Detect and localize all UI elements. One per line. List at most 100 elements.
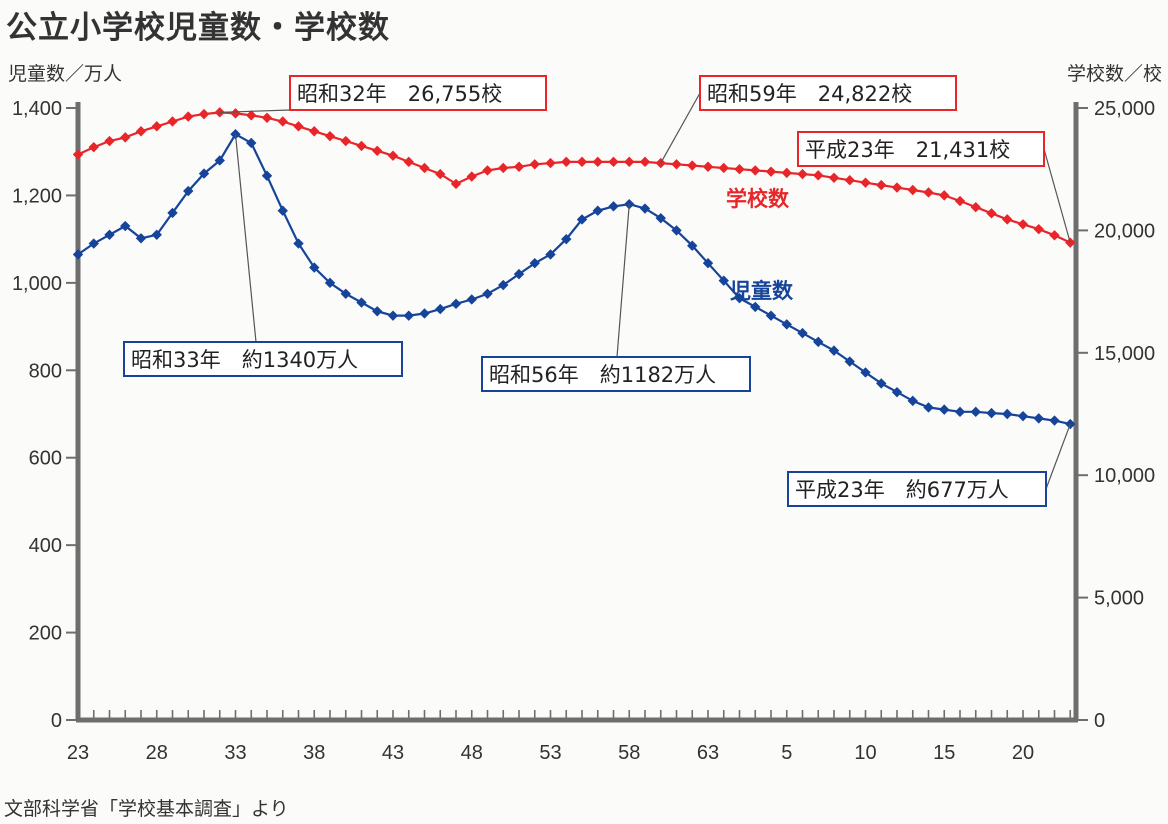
students-point bbox=[261, 170, 273, 181]
students-point bbox=[860, 367, 871, 378]
schools-point bbox=[876, 179, 887, 191]
schools-point bbox=[167, 116, 178, 127]
students-point bbox=[482, 288, 493, 299]
schools-point bbox=[387, 150, 399, 161]
schools-point bbox=[545, 157, 556, 169]
schools-point bbox=[907, 184, 918, 196]
schools-point bbox=[450, 178, 462, 190]
annotation-box bbox=[787, 471, 1047, 507]
schools-point bbox=[246, 110, 257, 121]
schools-point bbox=[734, 164, 745, 175]
schools-point bbox=[970, 201, 981, 213]
students-point bbox=[639, 203, 651, 214]
y-right-tick-label: 0 bbox=[1094, 710, 1105, 732]
students-point bbox=[655, 212, 666, 224]
y-left-tick-label: 400 bbox=[29, 535, 62, 557]
students-point bbox=[734, 292, 745, 304]
students-point bbox=[939, 404, 950, 415]
students-point bbox=[340, 288, 351, 299]
schools-point bbox=[765, 166, 777, 177]
schools-point bbox=[151, 121, 162, 132]
students-point bbox=[88, 238, 99, 249]
y-left-tick-label: 0 bbox=[51, 710, 62, 732]
schools-point bbox=[482, 165, 493, 176]
y-right-axis-label: 学校数／校 bbox=[1067, 63, 1162, 85]
y-left-tick-label: 1,400 bbox=[12, 98, 62, 120]
students-point bbox=[372, 306, 383, 317]
annotation-box bbox=[699, 75, 957, 111]
x-tick-label: 15 bbox=[933, 742, 955, 764]
annotation-label: 昭和59年 24,822校 bbox=[707, 82, 912, 106]
annotation: 平成23年 約677万人 bbox=[787, 423, 1071, 507]
schools-point bbox=[466, 171, 477, 182]
schools-point bbox=[529, 159, 540, 170]
students-point bbox=[198, 168, 210, 179]
schools-point bbox=[750, 165, 761, 176]
students-point bbox=[844, 356, 855, 367]
schools-point bbox=[498, 162, 509, 174]
schools-point bbox=[1049, 230, 1060, 241]
students-point bbox=[167, 207, 178, 219]
students-point bbox=[293, 238, 304, 249]
students-point bbox=[419, 308, 430, 319]
y-left-tick-label: 1,000 bbox=[12, 273, 62, 295]
annotation-label: 平成23年 21,431校 bbox=[805, 138, 1010, 162]
schools-point bbox=[1033, 223, 1044, 235]
schools-point bbox=[135, 126, 147, 137]
y-left-tick-label: 800 bbox=[29, 360, 62, 382]
students-point bbox=[671, 225, 682, 236]
students-point bbox=[466, 294, 477, 305]
x-tick-label: 23 bbox=[67, 742, 89, 764]
x-tick-label: 53 bbox=[539, 742, 561, 764]
schools-point bbox=[671, 159, 682, 170]
students-point bbox=[576, 214, 588, 225]
schools-point bbox=[356, 140, 367, 152]
x-tick-label: 48 bbox=[461, 742, 483, 764]
series-schools bbox=[72, 107, 1076, 248]
students-point bbox=[702, 257, 714, 269]
schools-point bbox=[340, 135, 351, 147]
students-point bbox=[828, 345, 840, 356]
schools-point bbox=[277, 116, 288, 127]
students-point bbox=[923, 402, 934, 413]
series-students bbox=[72, 129, 1076, 430]
schools-point bbox=[702, 161, 714, 172]
students-point bbox=[387, 310, 399, 321]
schools-point bbox=[1017, 219, 1029, 230]
students-point bbox=[608, 201, 619, 212]
students-point bbox=[277, 205, 288, 216]
students-point bbox=[135, 233, 147, 244]
annotation: 昭和56年 約1182万人 bbox=[481, 204, 751, 392]
y-right-tick-label: 5,000 bbox=[1094, 588, 1144, 610]
students-point bbox=[450, 298, 462, 310]
schools-point bbox=[986, 208, 997, 219]
annotation-label: 昭和33年 約1340万人 bbox=[131, 348, 358, 372]
y-right-tick-label: 20,000 bbox=[1094, 220, 1155, 242]
schools-point bbox=[1002, 214, 1013, 225]
students-point bbox=[1017, 410, 1029, 422]
schools-point bbox=[183, 111, 194, 122]
schools-point bbox=[939, 190, 950, 201]
students-line bbox=[77, 132, 1071, 426]
schools-point bbox=[88, 141, 99, 153]
y-right-tick-label: 25,000 bbox=[1094, 98, 1155, 120]
schools-point bbox=[72, 149, 84, 160]
y-right-tick-label: 15,000 bbox=[1094, 343, 1155, 365]
source-note: 文部科学省「学校基本調査」より bbox=[4, 798, 289, 820]
annotation-leader bbox=[616, 204, 630, 358]
students-point bbox=[1033, 413, 1044, 424]
schools-point bbox=[372, 145, 383, 157]
schools-point bbox=[592, 156, 603, 168]
schools-point bbox=[828, 172, 840, 183]
students-point bbox=[309, 262, 320, 273]
schools-point bbox=[781, 167, 792, 179]
students-point bbox=[986, 407, 997, 419]
schools-point bbox=[687, 160, 698, 171]
students-point bbox=[718, 275, 729, 286]
x-tick-label: 43 bbox=[382, 742, 404, 764]
annotation-box bbox=[123, 341, 403, 377]
schools-point bbox=[309, 126, 320, 137]
students-point bbox=[954, 406, 966, 418]
students-point bbox=[687, 240, 698, 251]
x-tick-label: 28 bbox=[146, 742, 168, 764]
